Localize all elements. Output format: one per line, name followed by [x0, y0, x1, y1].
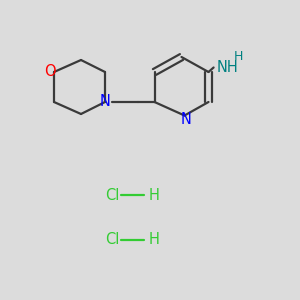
Text: H: H: [234, 50, 243, 63]
Text: O: O: [45, 64, 56, 80]
Text: Cl: Cl: [105, 188, 119, 202]
Text: N: N: [100, 94, 110, 110]
Text: H: H: [148, 232, 159, 247]
Text: Cl: Cl: [105, 232, 119, 247]
Text: H: H: [148, 188, 159, 202]
Text: NH: NH: [217, 60, 238, 75]
Text: N: N: [181, 112, 191, 127]
